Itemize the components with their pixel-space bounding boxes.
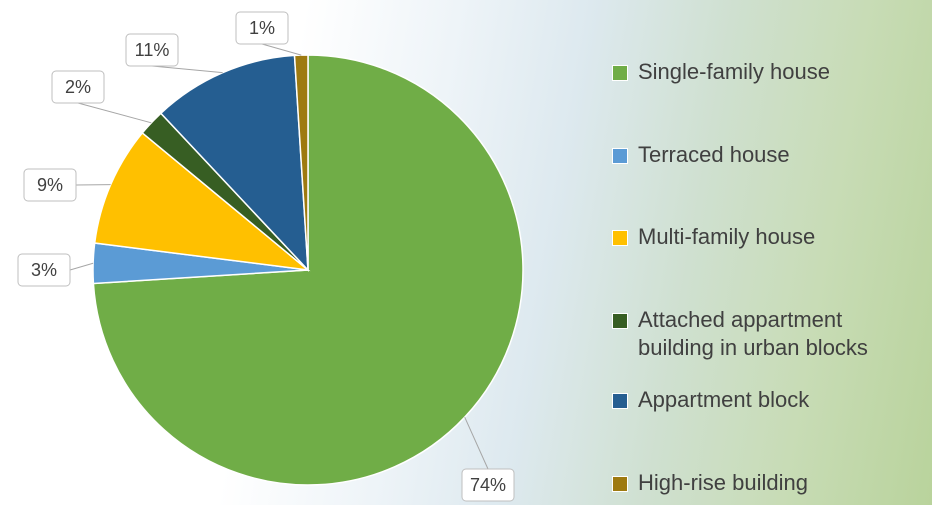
data-label: 9% [37,175,63,195]
legend-item: Single-family house [612,58,913,86]
legend-swatch [612,393,628,409]
leader-line [78,103,151,123]
legend-label: Multi-family house [638,223,913,251]
leader-line [262,44,301,55]
legend-item: Appartment block [612,386,913,414]
leader-line [152,66,223,73]
legend-swatch [612,148,628,164]
legend-swatch [612,476,628,492]
legend-swatch [612,65,628,81]
legend-label: Single-family house [638,58,913,86]
legend-item: Terraced house [612,141,913,169]
data-label: 3% [31,260,57,280]
legend-swatch [612,230,628,246]
leader-line [465,417,488,469]
data-label: 1% [249,18,275,38]
data-label: 2% [65,77,91,97]
page: {"chart_data": {"type": "pie", "categori… [0,0,932,505]
data-label: 74% [470,475,506,495]
leader-line [70,263,93,270]
legend-label: Attached appartment building in urban bl… [638,306,913,362]
data-label: 11% [135,40,170,60]
legend-label: High-rise building [638,469,913,497]
legend-label: Terraced house [638,141,913,169]
legend-item: Multi-family house [612,223,913,251]
legend-swatch [612,313,628,329]
legend-item: High-rise building [612,469,913,497]
legend-label: Appartment block [638,386,913,414]
legend-item: Attached appartment building in urban bl… [612,306,913,362]
